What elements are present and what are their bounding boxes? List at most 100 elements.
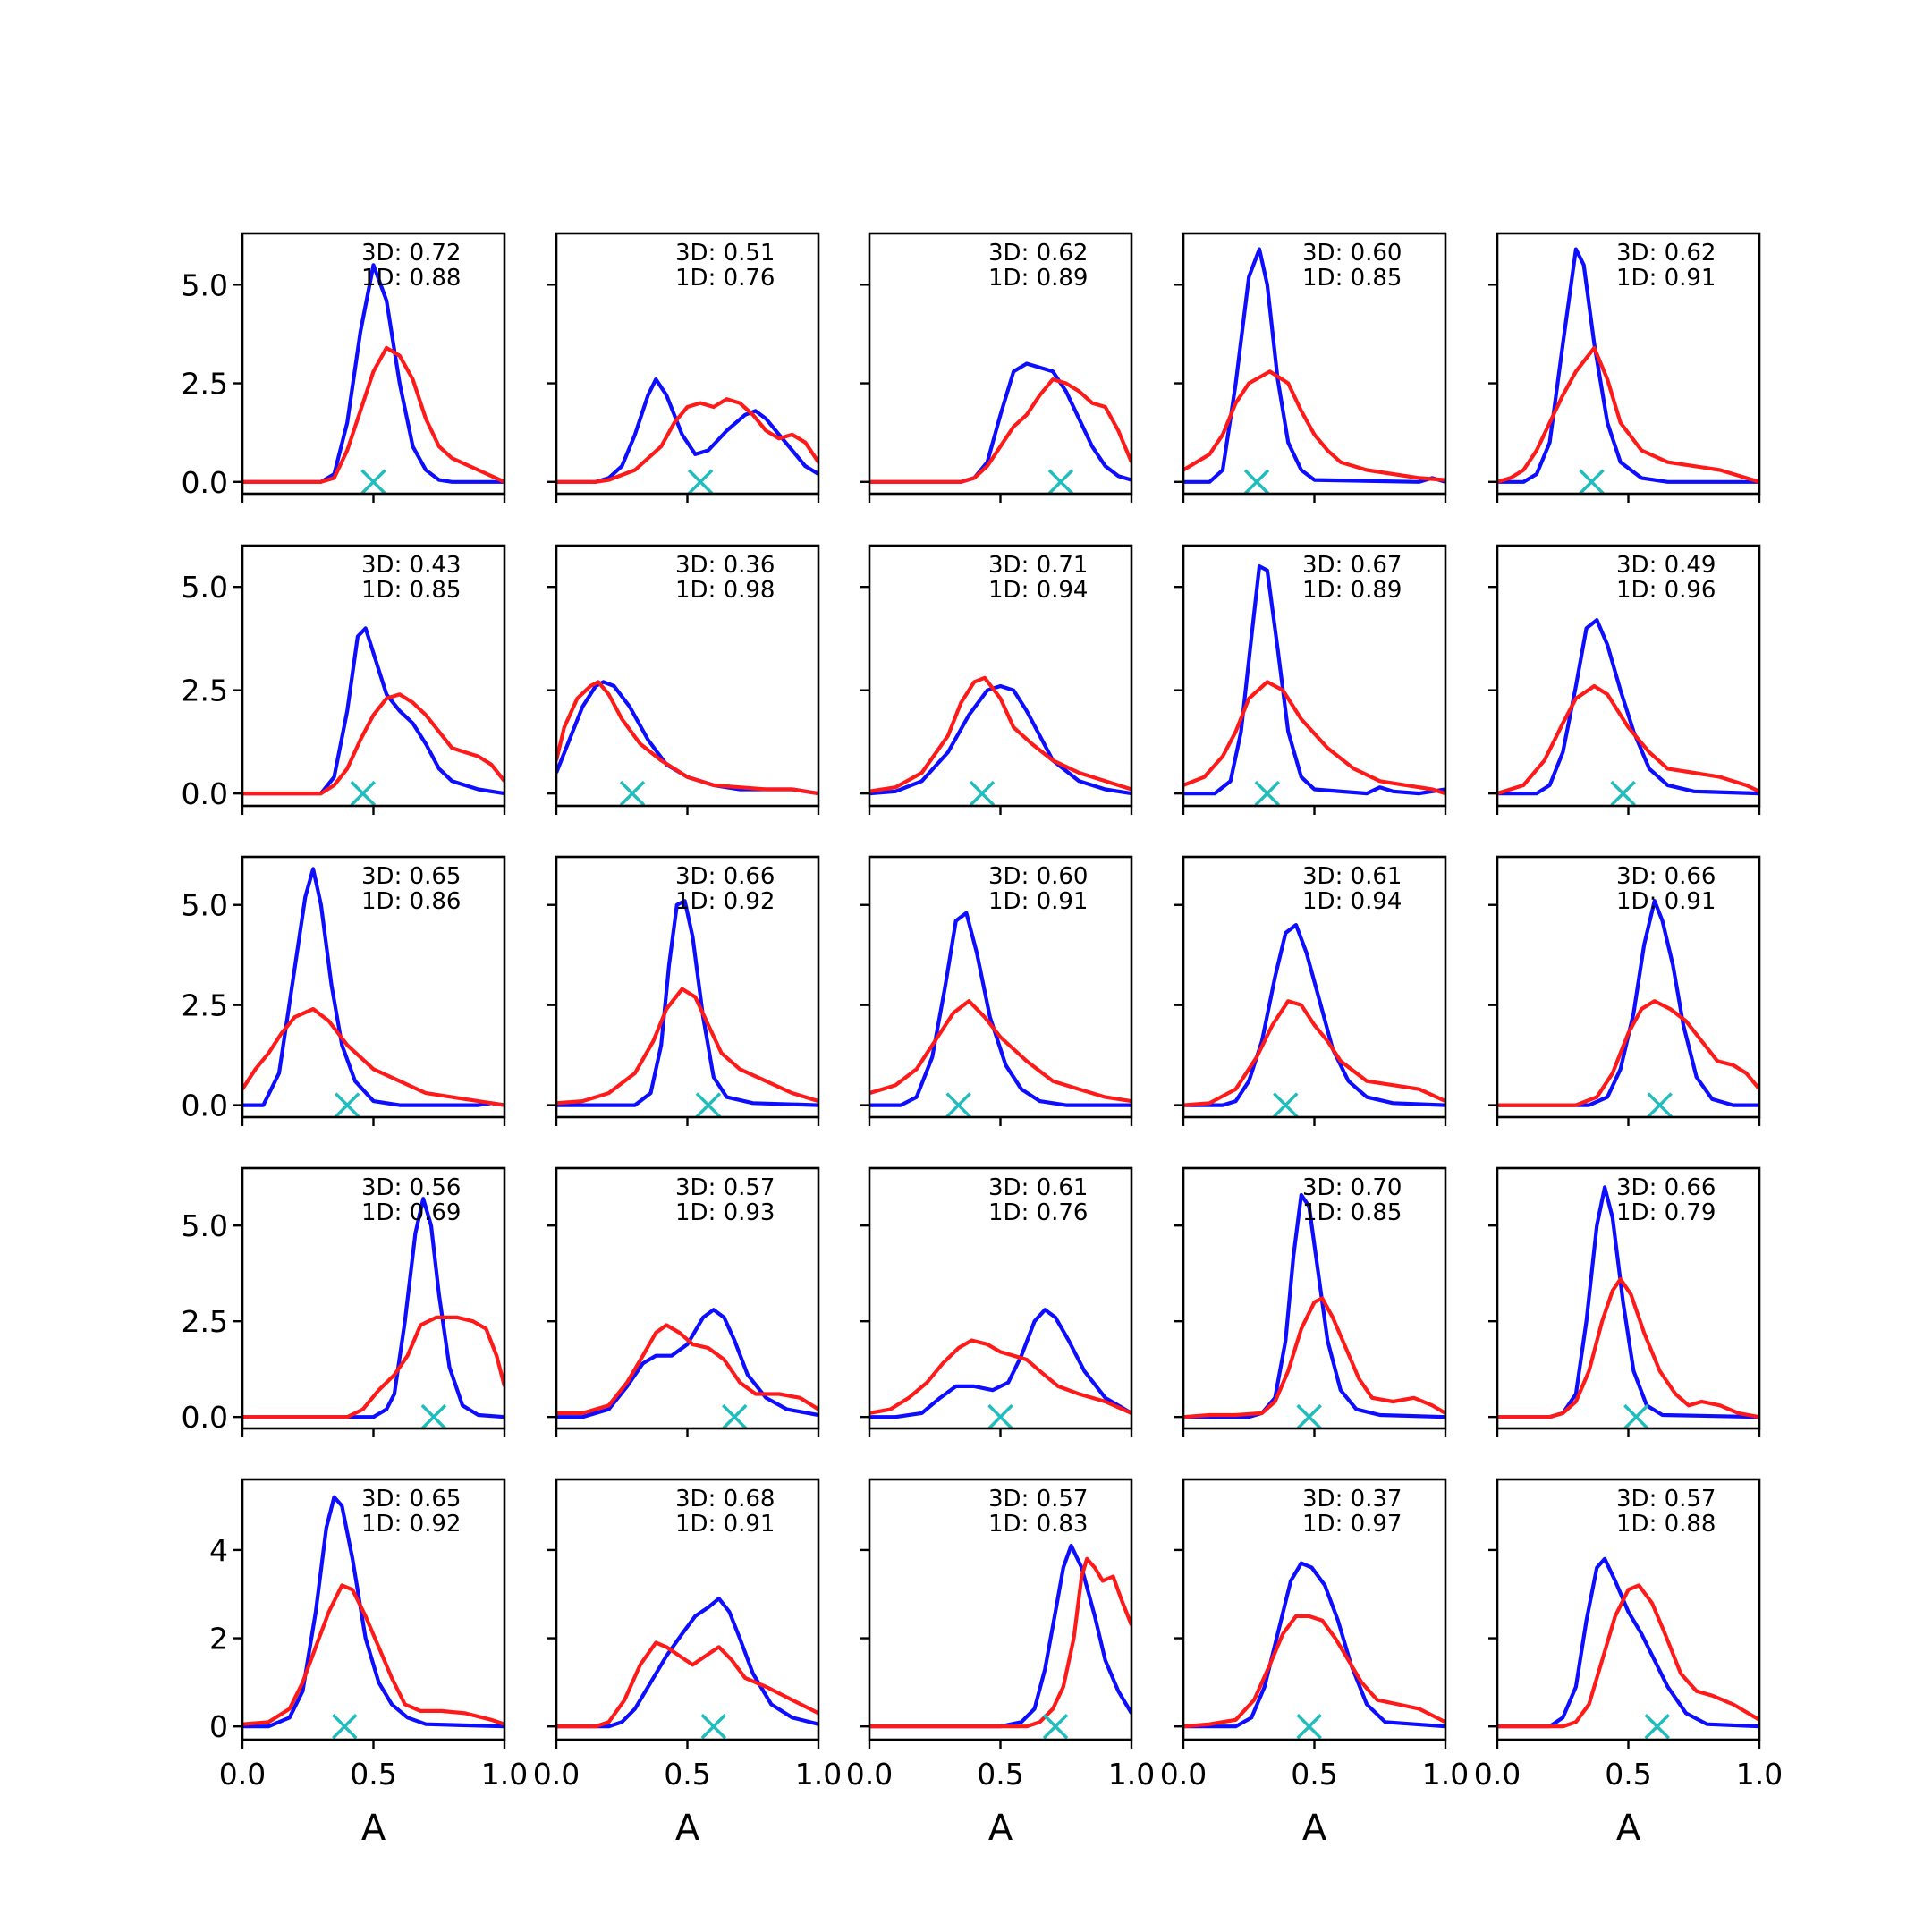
score-3d-label: 3D: 0.68 (675, 1486, 775, 1513)
x-axis-label: A (1616, 1808, 1641, 1849)
x-axis-label: A (988, 1808, 1013, 1849)
score-3d-label: 3D: 0.61 (1302, 863, 1402, 890)
score-3d-label: 3D: 0.72 (361, 240, 461, 267)
blue-density-line (556, 1597, 818, 1729)
score-1d-label: 1D: 0.96 (1616, 577, 1716, 604)
x-tick-label: 1.0 (795, 1757, 842, 1792)
score-3d-label: 3D: 0.66 (1616, 1174, 1716, 1201)
true-value-marker (619, 780, 646, 807)
score-3d-label: 3D: 0.66 (675, 863, 775, 890)
red-density-line (1497, 1276, 1759, 1419)
score-1d-label: 1D: 0.86 (361, 888, 461, 915)
blue-density-line (1497, 617, 1759, 796)
y-tick-label: 2 (209, 1622, 228, 1657)
y-tick-label: 5.0 (182, 888, 228, 923)
red-density-line (1183, 369, 1445, 482)
x-tick-label: 0.5 (1291, 1757, 1337, 1792)
y-tick-label: 4 (209, 1533, 228, 1568)
blue-density-line (1183, 1561, 1445, 1729)
true-value-marker (700, 1713, 727, 1740)
true-value-marker (1579, 469, 1605, 496)
red-density-line (242, 1583, 504, 1726)
red-density-line (869, 1556, 1131, 1729)
score-1d-label: 1D: 0.91 (675, 1511, 775, 1538)
blue-density-line (869, 911, 1131, 1107)
true-value-marker (1296, 1713, 1322, 1740)
red-density-line (556, 987, 818, 1106)
red-density-line (556, 1640, 818, 1729)
red-density-line (1183, 1614, 1445, 1729)
score-1d-label: 1D: 0.76 (988, 1199, 1088, 1226)
score-3d-label: 3D: 0.60 (1302, 240, 1402, 267)
blue-density-line (1183, 247, 1445, 484)
score-1d-label: 1D: 0.85 (1302, 265, 1402, 292)
x-axis-label: A (361, 1808, 386, 1849)
x-tick-label: 0.0 (846, 1757, 893, 1792)
score-1d-label: 1D: 0.92 (361, 1511, 461, 1538)
x-tick-label: 1.0 (1422, 1757, 1469, 1792)
score-1d-label: 1D: 0.85 (1302, 1199, 1402, 1226)
x-tick-label: 0.0 (219, 1757, 266, 1792)
true-value-marker (1254, 780, 1280, 807)
red-density-line (556, 397, 818, 484)
red-density-line (1183, 1296, 1445, 1419)
x-tick-label: 0.5 (664, 1757, 710, 1792)
score-3d-label: 3D: 0.37 (1302, 1486, 1402, 1513)
score-3d-label: 3D: 0.57 (1616, 1486, 1716, 1513)
x-tick-label: 1.0 (1736, 1757, 1783, 1792)
score-3d-label: 3D: 0.51 (675, 240, 775, 267)
x-tick-label: 0.5 (350, 1757, 396, 1792)
score-3d-label: 3D: 0.36 (675, 552, 775, 579)
red-density-line (556, 1323, 818, 1416)
true-value-marker (334, 1092, 360, 1118)
score-3d-label: 3D: 0.49 (1616, 552, 1716, 579)
blue-density-line (1183, 922, 1445, 1107)
red-density-line (869, 1338, 1131, 1415)
true-value-marker (687, 469, 714, 496)
y-tick-label: 2.5 (182, 674, 228, 708)
red-density-line (242, 692, 504, 796)
score-1d-label: 1D: 0.69 (361, 1199, 461, 1226)
score-3d-label: 3D: 0.70 (1302, 1174, 1402, 1201)
red-density-line (869, 675, 1131, 793)
red-density-line (1497, 345, 1759, 484)
x-tick-label: 1.0 (1108, 1757, 1155, 1792)
red-density-line (242, 1315, 504, 1419)
red-density-line (242, 345, 504, 484)
red-density-line (869, 377, 1131, 484)
y-tick-label: 2.5 (182, 1304, 228, 1339)
score-1d-label: 1D: 0.92 (675, 888, 775, 915)
y-tick-label: 0.0 (182, 1089, 228, 1123)
true-value-marker (360, 469, 386, 496)
blue-density-line (242, 1197, 504, 1419)
score-3d-label: 3D: 0.65 (361, 863, 461, 890)
y-tick-label: 2.5 (182, 988, 228, 1023)
score-3d-label: 3D: 0.62 (988, 240, 1088, 267)
score-1d-label: 1D: 0.93 (675, 1199, 775, 1226)
score-3d-label: 3D: 0.66 (1616, 863, 1716, 890)
x-tick-label: 0.0 (533, 1757, 580, 1792)
true-value-marker (695, 1092, 722, 1118)
score-1d-label: 1D: 0.91 (1616, 265, 1716, 292)
score-1d-label: 1D: 0.85 (361, 577, 461, 604)
blue-density-line (869, 1543, 1131, 1729)
score-1d-label: 1D: 0.94 (1302, 888, 1402, 915)
score-1d-label: 1D: 0.88 (361, 265, 461, 292)
